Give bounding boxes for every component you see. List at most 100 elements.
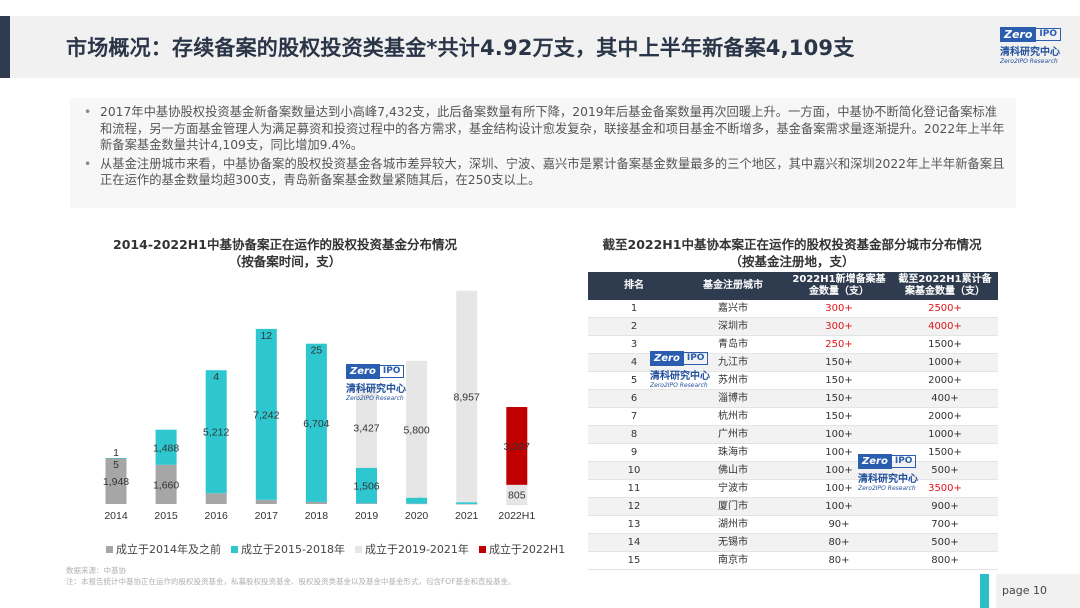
bar-segment [255,499,277,504]
bar-top-label: 5 [113,459,119,471]
bar-segment [255,328,277,500]
bar-value-label: 7,242 [253,409,279,421]
bar-segment [506,484,528,504]
bar-segment [406,360,428,498]
new-funds-cell: 90+ [786,515,892,534]
bar-value-label: 805 [508,489,526,501]
table-row: 1 嘉兴市 300+ 2500+ [588,300,998,318]
city-distribution-table: 排名 基金注册城市 2022H1新增备案基金数量（支） 截至2022H1累计备案… [588,272,998,570]
city-cell: 苏州市 [680,371,786,390]
new-funds-cell: 150+ [786,389,892,408]
rank-cell: 6 [588,389,680,408]
table-row: 13 湖州市 90+ 700+ [588,515,998,534]
total-funds-cell: 500+ [892,461,998,480]
new-funds-cell: 80+ [786,533,892,552]
rank-cell: 12 [588,497,680,516]
x-tick-label: 2022H1 [498,510,535,522]
bar-value-label: 1,660 [153,479,179,491]
rank-cell: 13 [588,515,680,534]
bar-segment [205,370,227,494]
x-tick-label: 2015 [154,510,178,522]
new-funds-cell: 150+ [786,371,892,390]
footnote-source: 数据来源：中基协 [66,566,126,575]
city-cell: 青岛市 [680,335,786,354]
city-cell: 湖州市 [680,515,786,534]
bar-segment [205,493,227,504]
bar-segment [506,407,528,485]
bar-segment [105,458,127,504]
table-row: 14 无锡市 80+ 500+ [588,533,998,552]
bar-top-label: 12 [260,330,272,342]
city-cell: 厦门市 [680,497,786,516]
x-tick-label: 2021 [455,510,479,522]
total-funds-cell: 2000+ [892,371,998,390]
city-cell: 佛山市 [680,461,786,480]
title-accent-bar [0,16,10,78]
x-tick-label: 2016 [205,510,229,522]
bar-value-label: 1 [113,447,119,459]
bar-segment [456,503,478,505]
table-row: 5 苏州市 150+ 2000+ [588,371,998,390]
new-funds-cell: 100+ [786,497,892,516]
rank-cell: 7 [588,407,680,426]
city-cell: 嘉兴市 [680,300,786,318]
x-tick-label: 2018 [305,510,329,522]
header-total-funds: 截至2022H1累计备案基金数量（支） [898,274,992,297]
new-funds-cell: 150+ [786,407,892,426]
total-funds-cell: 1500+ [892,335,998,354]
header-rank: 排名 [624,280,644,291]
header-city: 基金注册城市 [703,280,763,291]
footnote-note: 注：本报告统计中基协正在运作的股权投资基金，私募股权投资基金、股权投资类基金以及… [66,577,516,586]
rank-cell: 2 [588,317,680,336]
rank-cell: 10 [588,461,680,480]
bar-segment [356,503,377,504]
page-title: 市场概况：存续备案的股权投资类基金*共计4.92万支，其中上半年新备案4,109… [66,36,855,60]
table-row: 8 广州市 100+ 1000+ [588,425,998,444]
city-cell: 广州市 [680,425,786,444]
bar-value-label: 3,427 [353,422,379,434]
footnote: 数据来源：中基协 注：本报告统计中基协正在运作的股权投资基金，私募股权投资基金、… [66,565,516,587]
total-funds-cell: 2500+ [892,300,998,318]
bar-chart-title: 2014-2022H1中基协备案正在运作的股权投资基金分布情况 （按备案时间，支… [113,237,457,269]
table-row: 15 南京市 80+ 800+ [588,551,998,570]
rank-cell: 3 [588,335,680,354]
bar-segment [456,502,478,504]
city-table-container: 排名 基金注册城市 2022H1新增备案基金数量（支） 截至2022H1累计备案… [588,272,998,570]
new-funds-cell: 250+ [786,335,892,354]
city-cell: 南京市 [680,551,786,570]
rank-cell: 5 [588,371,680,390]
city-cell: 珠海市 [680,443,786,462]
summary-bullets: • 2017年中基协股权投资基金新备案数量达到小高峰7,432支，此后备案数量有所… [70,98,1016,208]
bar-segment [406,497,428,504]
legend-item: 成立于2014年及之前 [106,541,221,557]
x-tick-label: 2019 [355,510,379,522]
bar-segment [456,290,478,503]
bar-value-label: 8,957 [454,392,480,404]
city-cell: 深圳市 [680,317,786,336]
bar-value-label: 5,800 [403,424,429,436]
title-band [10,16,1080,78]
x-tick-label: 2014 [104,510,128,522]
legend-item: 成立于2015-2018年 [231,541,345,557]
bar-segment [305,501,327,504]
bar-value-label: 3,297 [504,441,530,453]
city-cell: 宁波市 [680,479,786,498]
rank-cell: 1 [588,300,680,318]
city-cell: 杭州市 [680,407,786,426]
legend-item: 成立于2019-2021年 [354,541,469,557]
new-funds-cell: 150+ [786,353,892,372]
bar-segment [356,467,377,504]
bar-top-label: 4 [213,371,219,383]
new-funds-cell: 300+ [786,317,892,336]
page-number: page 10 [996,574,1080,608]
table-row: 12 厦门市 100+ 900+ [588,497,998,516]
new-funds-cell: 100+ [786,425,892,444]
zero2ipo-logo-table-watermark-1: Zero IPO 清科研究中心 Zero2IPO Research [650,351,710,389]
city-cell: 无锡市 [680,533,786,552]
new-funds-cell: 100+ [786,479,892,498]
total-funds-cell: 800+ [892,551,998,570]
zero2ipo-logo-watermark: Zero IPO 清科研究中心 Zero2IPO Research [346,364,406,402]
footer-accent-bar [980,574,989,608]
zero2ipo-logo-header: Zero IPO 清科研究中心 Zero2IPO Research [1000,27,1062,65]
total-funds-cell: 1000+ [892,425,998,444]
